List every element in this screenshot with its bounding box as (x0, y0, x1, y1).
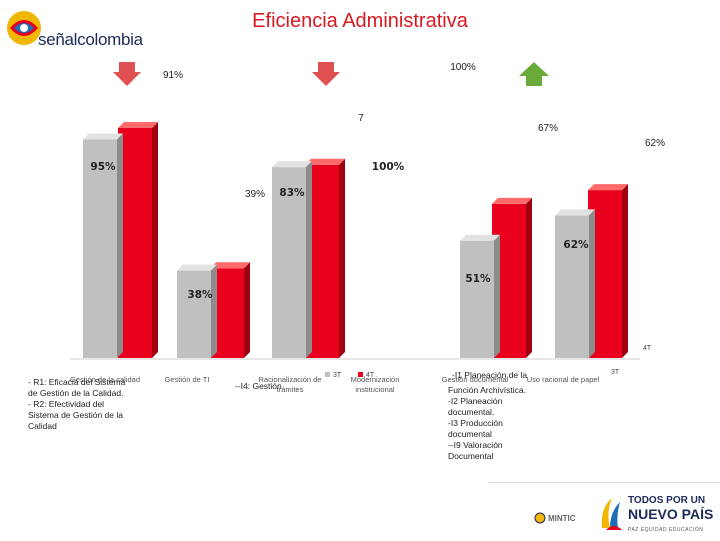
data-label-3t-2: 83% (279, 187, 305, 199)
category-label-3: Modernización (351, 375, 400, 384)
bar-4t-2-side (339, 158, 345, 358)
bar-3t-1-side (211, 264, 217, 358)
data-label-3t-1: 38% (187, 289, 213, 301)
bar-3t-4-side (494, 234, 500, 358)
brand-name: señalcolombia (38, 30, 143, 49)
bar-4t-5-side (622, 184, 628, 358)
legend-4t-swatch (358, 372, 363, 377)
bar-3t-4 (460, 240, 494, 358)
slogan-line1: TODOS POR UN (628, 495, 706, 506)
data-label-3t-0: 95% (90, 161, 116, 173)
bar-4t-0 (118, 128, 152, 358)
category-label-4: Gestión documental (442, 375, 509, 384)
bar-3t-1-top (177, 264, 217, 271)
data-label-4t-1: 39% (245, 189, 265, 200)
category-label-1: Gestión de TI (165, 375, 210, 384)
slogan-line2: NUEVO PAÍS (628, 506, 714, 522)
bar-4t-4-side (526, 197, 532, 358)
arrow-up-2 (519, 62, 549, 86)
bar-4t-4-top (492, 197, 532, 204)
slogan-line3: PAZ EQUIDAD EDUCACIÓN (628, 527, 704, 533)
data-label-4t-4: 67% (538, 123, 558, 134)
bar-4t-0-side (152, 122, 158, 358)
bar-3t-5-top (555, 209, 595, 216)
legend-3t-right: 3T (611, 369, 620, 376)
note-archivo-head: -I1 Planeación de la (452, 370, 528, 380)
bar-3t-0-side (117, 133, 123, 358)
category-label-2: Racionalización de (259, 375, 322, 384)
legend-3t-label: 3T (333, 372, 342, 379)
note-gestion: --I4: Gestión (235, 381, 282, 391)
note-archivo: Función Archivística. -I2 Planeación doc… (448, 385, 526, 461)
bar-3t-0 (83, 139, 117, 358)
bar-3t-0-top (83, 133, 123, 140)
bar-3t-5 (555, 215, 589, 358)
note-calidad: - R1: Eficacia del Sistema de Gestión de… (28, 377, 126, 431)
senalcolombia-logo (7, 11, 41, 45)
bar-4t-5-top (588, 184, 628, 191)
data-label-4t-0: 91% (163, 70, 183, 81)
legend-4t-label: 4T (366, 372, 375, 379)
bar-3t-2 (272, 167, 306, 358)
arrow-down-0 (113, 62, 141, 86)
data-label-extra-7: 7 (358, 113, 364, 124)
data-label-4t-5: 62% (645, 138, 665, 149)
data-label-extra-100: 100% (450, 62, 476, 73)
data-label-4t-2: 100% (372, 161, 405, 173)
legend-3t: 3T (325, 372, 341, 379)
bar-3t-2-side (306, 161, 312, 358)
bar-3t-2-top (272, 161, 312, 168)
legend-4t: 4T (358, 372, 374, 379)
data-label-3t-5: 62% (563, 239, 589, 251)
category-label-2-b: trámites (277, 385, 304, 394)
category-label-0: Gestión de la calidad (70, 375, 140, 384)
bar-4t-2-top (305, 158, 345, 165)
colombia-shield-icon (534, 512, 546, 524)
arrow-down-1 (312, 62, 340, 86)
todos-por-un-nuevo-pais-icon (601, 498, 622, 530)
page-title: Eficiencia Administrativa (252, 10, 468, 32)
legend-4t-right: 4T (643, 345, 652, 352)
category-label-3-b: institucional (355, 385, 395, 394)
data-label-3t-4: 51% (465, 273, 491, 285)
bar-3t-1 (177, 270, 211, 358)
bar-4t-1-top (210, 262, 250, 269)
bar-3t-5-side (589, 209, 595, 358)
legend-3t-swatch (325, 372, 330, 377)
bar-4t-1-side (244, 262, 250, 358)
bar-4t-0-top (118, 122, 158, 128)
bar-3t-4-top (460, 234, 500, 241)
mintic-logo: MINTIC (548, 514, 576, 523)
category-label-5: Uso racional de papel (527, 375, 600, 384)
